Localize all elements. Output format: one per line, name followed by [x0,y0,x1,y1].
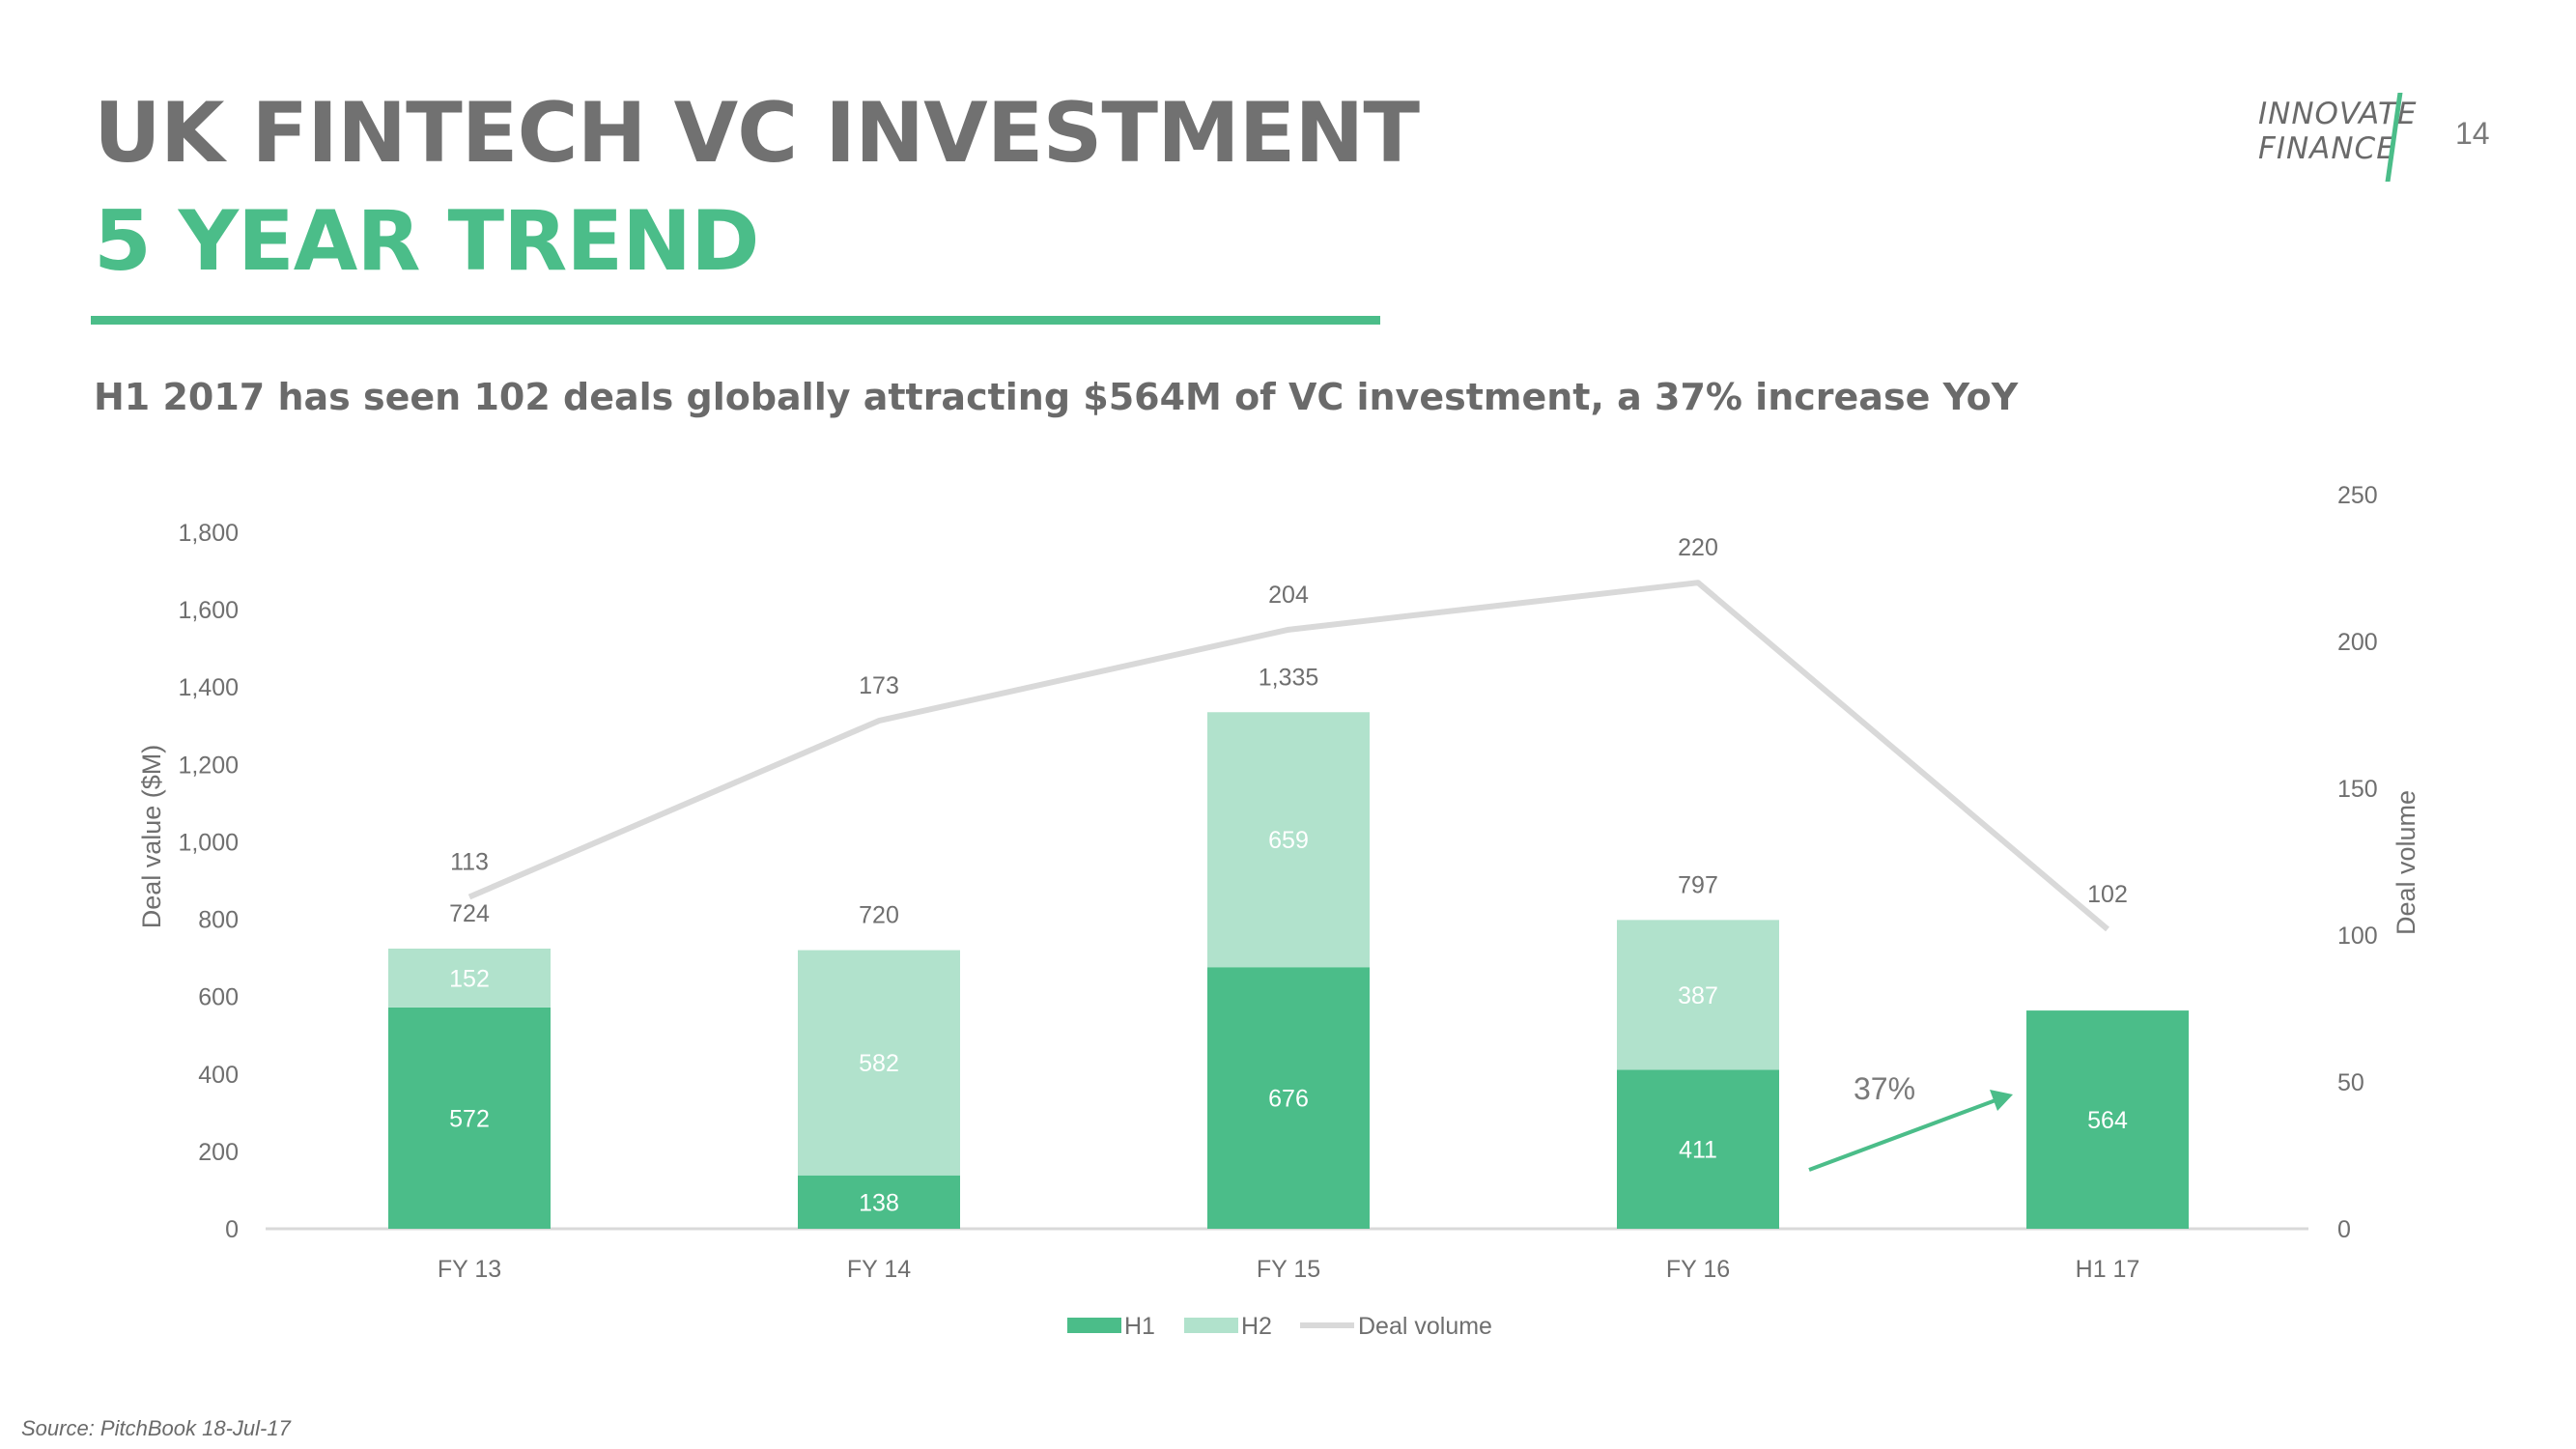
bar-h2 [388,948,551,1008]
bar-total-label: 720 [859,902,899,929]
bar-h1 [1617,1069,1779,1229]
bar-h1-label: 676 [1268,1086,1309,1113]
y-right-tick-label: 50 [2337,1069,2364,1096]
bar-h2 [1207,712,1370,968]
bar-total-label: 1,335 [1259,664,1319,691]
source-note: Source: PitchBook 18-Jul-17 [21,1416,291,1440]
y-tick-label: 0 [225,1216,239,1243]
bar-h1-label: 138 [859,1189,899,1216]
deal-volume-label: 220 [1678,534,1718,561]
bar-h1 [798,1175,960,1229]
bar-h1-label: 564 [2087,1107,2128,1134]
deal-volume-line [467,580,2109,932]
y-axis-title: Deal value ($M) [137,745,166,929]
y-tick-label: 1,000 [178,829,239,856]
x-tick-label: H1 17 [2076,1256,2140,1283]
x-tick-label: FY 14 [847,1256,911,1283]
growth-annotation: 37% [1854,1071,1915,1106]
page-number: 14 [2455,116,2490,151]
y-tick-label: 1,400 [178,674,239,701]
growth-arrow-line [1808,1098,1996,1172]
x-tick-label: FY 16 [1666,1256,1730,1283]
x-tick-label: FY 15 [1257,1256,1320,1283]
logo-line-1: INNOVATE [2258,97,2418,131]
bar-h2 [1617,920,1779,1070]
bar-h1-label: 411 [1679,1137,1717,1164]
y-tick-label: 1,200 [178,752,239,779]
y-tick-label: 800 [198,907,239,934]
legend-swatch-h1 [1067,1318,1121,1333]
bar-h1 [388,1007,551,1229]
title-line-2: 5 YEAR TREND [94,193,760,290]
bar-total-label: 724 [449,900,490,927]
y-tick-label: 600 [198,984,239,1011]
deal-volume-label: 204 [1268,582,1309,609]
title-underline [91,316,1380,325]
bar-h2 [798,950,960,1176]
bar-h1-label: 572 [449,1105,490,1132]
subtitle: H1 2017 has seen 102 deals globally attr… [94,376,2019,418]
y-right-tick-label: 150 [2337,776,2378,803]
bar-h2-label: 582 [859,1050,899,1077]
deal-volume-label: 113 [450,848,489,875]
y-tick-label: 1,800 [178,520,239,547]
y-tick-label: 400 [198,1062,239,1089]
y-tick-label: 1,600 [178,597,239,624]
y-tick-label: 200 [198,1139,239,1166]
legend-label-deal-volume: Deal volume [1358,1313,1492,1340]
y-right-tick-label: 200 [2337,629,2378,656]
growth-arrow-head [1990,1090,2013,1111]
bar-total-label: 797 [1678,871,1718,898]
y-right-tick-label: 0 [2337,1216,2351,1243]
bar-h1 [1207,967,1370,1229]
legend-label-h2: H2 [1241,1313,1272,1340]
x-tick-label: FY 13 [438,1256,501,1283]
deal-volume-label: 102 [2087,881,2128,908]
y-right-tick-label: 250 [2337,482,2378,509]
legend-label-h1: H1 [1124,1313,1155,1340]
bar-h2-label: 387 [1678,982,1718,1009]
title-line-1: UK FINTECH VC INVESTMENT [94,85,1420,182]
logo-line-2: FINANCE [2258,131,2396,166]
y-right-axis-title: Deal volume [2392,790,2420,935]
y-right-tick-label: 100 [2337,923,2378,950]
bar-h2-label: 659 [1268,827,1309,854]
bar-h2-label: 152 [449,965,490,992]
bar-h1 [2026,1010,2189,1229]
deal-volume-label: 173 [859,672,899,699]
legend-swatch-h2 [1184,1318,1238,1333]
innovate-finance-logo: INNOVATE FINANCE [2258,97,2422,184]
